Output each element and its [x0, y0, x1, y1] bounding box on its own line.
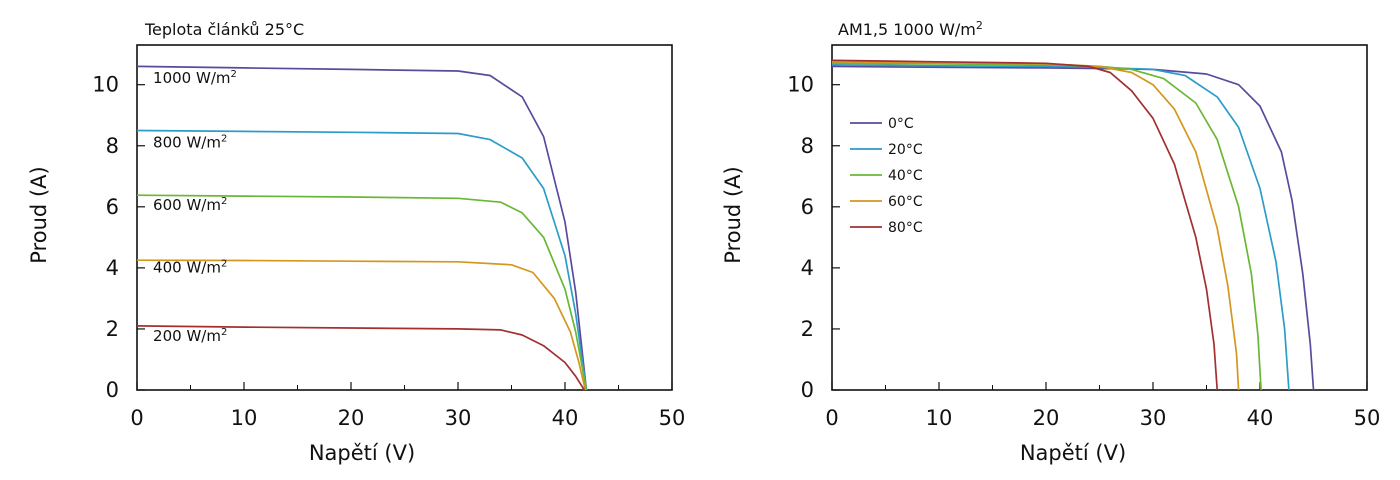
- x-tick-label: 20: [338, 406, 365, 430]
- y-tick-label: 8: [801, 134, 814, 158]
- x-tick-label: 0: [130, 406, 143, 430]
- x-tick-label: 50: [1354, 406, 1381, 430]
- chart-left-ylabel: Proud (A): [27, 166, 51, 263]
- chart-left-title: Teplota článků 25°C: [144, 20, 304, 39]
- y-tick-label: 10: [92, 73, 119, 97]
- x-tick-label: 50: [659, 406, 686, 430]
- x-tick-label: 30: [1140, 406, 1167, 430]
- irradiance-label-3: 400 W/m2: [153, 258, 227, 276]
- chart-left-series: [136, 65, 588, 391]
- chart-left: Teplota článků 25°C 0 10 20 30 40 50 0 2 4 6 8 10 1…: [27, 20, 685, 465]
- chart-right-axes: [831, 44, 1368, 391]
- chart-right-ticks: 0 10 20 30 40 50 0 2 4 6 8 10: [787, 73, 1380, 430]
- chart-right-title: AM1,5 1000 W/m2: [838, 19, 983, 39]
- series-line-4: [136, 325, 586, 391]
- x-tick-label: 40: [552, 406, 579, 430]
- series-line-3: [136, 259, 587, 391]
- plot-frame: [831, 44, 1368, 391]
- series-line-4: [831, 59, 1219, 391]
- x-tick-label: 20: [1033, 406, 1060, 430]
- x-tick-label: 40: [1247, 406, 1274, 430]
- irradiance-label-1: 800 W/m2: [153, 133, 227, 151]
- y-tick-label: 4: [801, 256, 814, 280]
- x-tick-label: 30: [445, 406, 472, 430]
- series-line-2: [831, 62, 1262, 391]
- chart-left-ticks: 0 10 20 30 40 50 0 2 4 6 8 10: [92, 73, 685, 430]
- y-tick-label: 8: [106, 134, 119, 158]
- legend-label-4: 80°C: [888, 220, 923, 236]
- legend-label-1: 20°C: [888, 142, 923, 158]
- legend-label-2: 40°C: [888, 168, 923, 184]
- y-tick-label: 0: [801, 378, 814, 402]
- y-tick-label: 6: [801, 195, 814, 219]
- series-line-1: [831, 63, 1290, 391]
- x-tick-label: 10: [926, 406, 953, 430]
- chart-right: AM1,5 1000 W/m2 0 10 20 30 40 50 0 2 4 6 8 10 0°C 20…: [721, 19, 1380, 465]
- series-line-0: [831, 65, 1315, 391]
- legend-label-0: 0°C: [888, 116, 914, 132]
- chart-right-xlabel: Napětí (V): [1020, 441, 1126, 465]
- chart-right-series: [831, 59, 1315, 391]
- y-tick-label: 0: [106, 378, 119, 402]
- y-tick-label: 2: [801, 317, 814, 341]
- y-tick-label: 2: [106, 317, 119, 341]
- x-tick-label: 10: [231, 406, 258, 430]
- irradiance-label-4: 200 W/m2: [153, 327, 227, 345]
- y-tick-label: 10: [787, 73, 814, 97]
- legend-label-3: 60°C: [888, 194, 923, 210]
- y-tick-label: 6: [106, 195, 119, 219]
- y-tick-label: 4: [106, 256, 119, 280]
- irradiance-label-2: 600 W/m2: [153, 196, 227, 214]
- chart-right-ylabel: Proud (A): [721, 166, 745, 263]
- chart-left-annotations: 1000 W/m2 800 W/m2 600 W/m2 400 W/m2 200 W/m…: [153, 69, 237, 345]
- series-line-2: [136, 194, 588, 391]
- x-tick-label: 0: [825, 406, 838, 430]
- series-line-0: [136, 65, 588, 391]
- irradiance-label-0: 1000 W/m2: [153, 69, 237, 87]
- chart-left-xlabel: Napětí (V): [309, 441, 415, 465]
- series-line-1: [136, 129, 588, 391]
- chart-right-legend: 0°C 20°C 40°C 60°C 80°C: [850, 116, 923, 236]
